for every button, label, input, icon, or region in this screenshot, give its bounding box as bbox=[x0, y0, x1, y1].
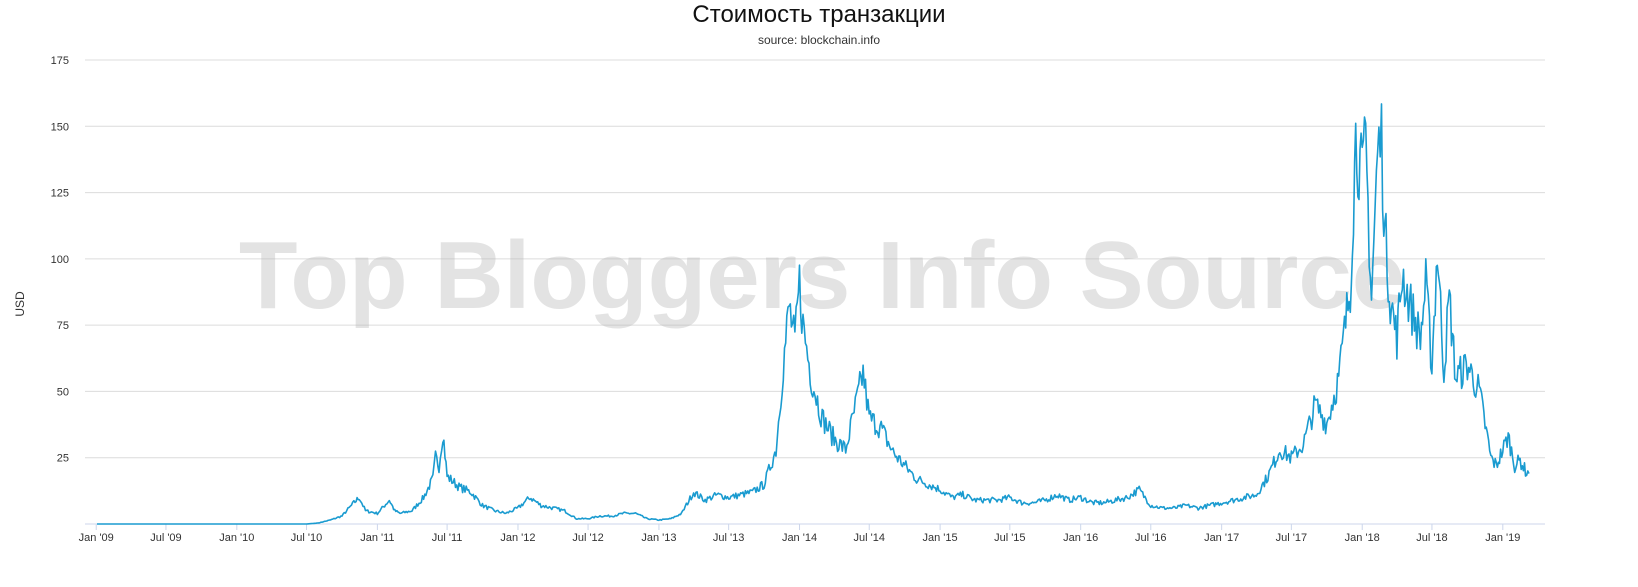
x-tick-label: Jan '15 bbox=[923, 532, 958, 544]
y-tick-label: 50 bbox=[57, 386, 69, 398]
y-tick-label: 150 bbox=[51, 121, 69, 133]
chart-title: Стоимость транзакции bbox=[692, 1, 946, 28]
x-tick-label: Jan '09 bbox=[79, 532, 114, 544]
x-tick-label: Jul '17 bbox=[1276, 532, 1307, 544]
y-axis-label: USD bbox=[13, 291, 27, 317]
x-tick-label: Jan '17 bbox=[1204, 532, 1239, 544]
x-axis: Jan '09 Jul '09 Jan '10 Jul '10 Jan '11 Jul '… bbox=[79, 524, 1520, 544]
grid-layer bbox=[85, 59, 1545, 525]
x-tick-label: Jan '18 bbox=[1345, 532, 1380, 544]
x-tick-label: Jan '14 bbox=[782, 532, 817, 544]
x-tick-label: Jan '19 bbox=[1485, 532, 1520, 544]
x-tick-label: Jul '16 bbox=[1135, 532, 1166, 544]
y-tick-label: 100 bbox=[51, 254, 69, 266]
y-tick-label: 25 bbox=[57, 453, 69, 465]
x-tick-label: Jul '11 bbox=[432, 532, 463, 544]
series-line bbox=[97, 103, 1530, 525]
x-tick-label: Jan '12 bbox=[500, 532, 535, 544]
y-tick-label: 125 bbox=[51, 188, 69, 200]
x-tick-label: Jul '14 bbox=[854, 532, 885, 544]
watermark-text: Top Bloggers Info Source bbox=[239, 222, 1405, 329]
x-tick-label: Jan '10 bbox=[219, 532, 254, 544]
y-tick-label: 75 bbox=[57, 320, 69, 332]
x-tick-label: Jan '11 bbox=[360, 532, 394, 544]
y-tick-label: 175 bbox=[51, 55, 69, 67]
x-tick-label: Jul '12 bbox=[572, 532, 603, 544]
chart-subtitle: source: blockchain.info bbox=[757, 33, 881, 47]
x-tick-label: Jul '15 bbox=[994, 532, 1025, 544]
x-tick-label: Jan '13 bbox=[641, 532, 676, 544]
x-tick-label: Jul '13 bbox=[713, 532, 744, 544]
y-axis: 25 50 75 100 125 150 175 bbox=[51, 55, 69, 465]
x-tick-label: Jul '10 bbox=[291, 532, 322, 544]
series-layer bbox=[97, 103, 1530, 525]
x-tick-label: Jul '18 bbox=[1416, 532, 1447, 544]
x-tick-label: Jul '09 bbox=[150, 532, 181, 544]
x-tick-label: Jan '16 bbox=[1063, 532, 1098, 544]
